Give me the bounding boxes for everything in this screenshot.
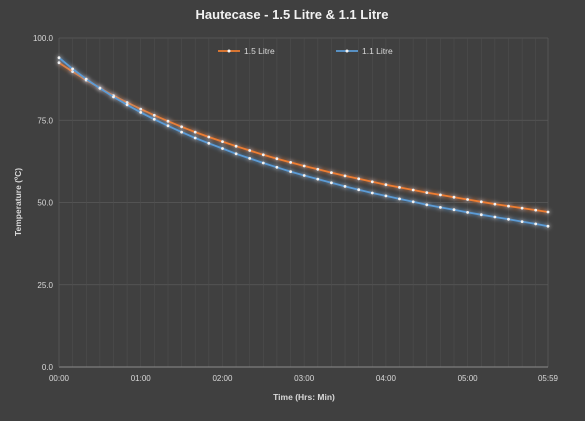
y-tick-label: 0.0 — [42, 363, 54, 372]
data-point — [520, 220, 524, 224]
data-point — [546, 224, 550, 228]
data-point — [370, 180, 374, 184]
data-point — [152, 117, 156, 121]
data-point — [57, 56, 61, 60]
data-point — [166, 119, 170, 123]
legend-label: 1.1 Litre — [362, 46, 393, 56]
data-point — [343, 174, 347, 178]
data-point — [398, 186, 401, 189]
data-point — [302, 174, 306, 177]
data-point — [316, 167, 320, 171]
data-point — [343, 185, 347, 188]
data-point — [357, 177, 361, 181]
data-point — [452, 208, 456, 212]
data-point — [289, 170, 292, 174]
data-point — [193, 130, 197, 134]
series-blue — [57, 56, 550, 228]
data-point — [221, 147, 224, 150]
data-point — [398, 197, 401, 201]
axes: 0.0 25.0 50.0 75.0 100.0 00:00 01:00 02:00 03:00… — [33, 34, 559, 383]
x-tick-label: 04:00 — [376, 374, 397, 383]
data-point — [425, 191, 429, 195]
data-point — [479, 213, 483, 217]
data-point — [139, 107, 143, 111]
data-point — [248, 149, 252, 152]
data-point — [261, 153, 265, 157]
data-point — [384, 194, 388, 198]
chart-title: Hautecase - 1.5 Litre & 1.1 Litre — [196, 7, 389, 22]
x-tick-label: 02:00 — [212, 374, 233, 383]
data-point — [112, 95, 115, 99]
data-point — [98, 86, 102, 90]
data-point — [425, 203, 429, 207]
data-point — [275, 157, 279, 161]
data-point — [370, 191, 374, 195]
data-point — [520, 206, 524, 210]
data-point — [330, 171, 333, 175]
y-tick-label: 25.0 — [37, 281, 53, 290]
gridlines — [59, 37, 549, 368]
legend-marker — [227, 49, 231, 53]
data-point — [234, 152, 238, 156]
data-point — [493, 215, 497, 219]
data-point — [493, 202, 497, 206]
data-point — [507, 204, 510, 208]
data-point — [248, 157, 252, 160]
x-tick-label: 03:00 — [294, 374, 315, 383]
y-axis-title: Temperature (ºC) — [13, 168, 23, 236]
data-point — [71, 67, 74, 71]
data-point — [330, 181, 333, 185]
data-point — [71, 70, 74, 73]
data-point — [221, 140, 224, 144]
data-point — [466, 198, 469, 201]
data-point — [546, 210, 550, 214]
x-tick-label: 01:00 — [131, 374, 152, 383]
data-point — [452, 195, 456, 199]
y-tick-label: 100.0 — [33, 34, 54, 43]
data-point — [261, 161, 265, 165]
data-point — [439, 206, 442, 209]
y-tick-label: 50.0 — [37, 199, 53, 208]
data-point — [139, 111, 143, 114]
data-point — [193, 136, 197, 140]
data-point — [316, 177, 320, 181]
data-point — [180, 125, 184, 129]
data-point — [234, 144, 238, 148]
data-point — [289, 161, 292, 164]
data-point — [507, 217, 510, 221]
data-point — [207, 135, 211, 139]
x-tick-label: 00:00 — [49, 374, 70, 383]
data-point — [479, 200, 483, 204]
data-point — [534, 222, 538, 226]
data-point — [411, 200, 415, 204]
data-point — [275, 165, 279, 169]
data-point — [357, 188, 361, 192]
y-tick-label: 75.0 — [37, 116, 53, 125]
data-point — [411, 188, 415, 192]
data-point — [534, 208, 538, 212]
legend-label: 1.5 Litre — [244, 46, 275, 56]
series-line — [58, 61, 549, 213]
data-point — [84, 77, 88, 81]
data-point — [302, 164, 306, 168]
data-point — [125, 103, 129, 107]
data-point — [166, 124, 170, 128]
x-tick-label: 05:59 — [538, 374, 559, 383]
data-point — [207, 141, 211, 145]
data-point — [57, 61, 61, 65]
data-point — [180, 130, 184, 134]
data-point — [125, 101, 129, 104]
legend-marker — [345, 49, 349, 53]
data-point — [439, 193, 442, 197]
legend: 1.5 Litre 1.1 Litre — [218, 46, 393, 56]
data-point — [152, 113, 156, 117]
x-axis-title: Time (Hrs: Min) — [273, 392, 335, 402]
data-point — [466, 211, 469, 214]
series-lines — [57, 56, 550, 228]
x-tick-label: 05:00 — [458, 374, 479, 383]
series-orange — [57, 61, 550, 214]
data-point — [384, 183, 388, 187]
